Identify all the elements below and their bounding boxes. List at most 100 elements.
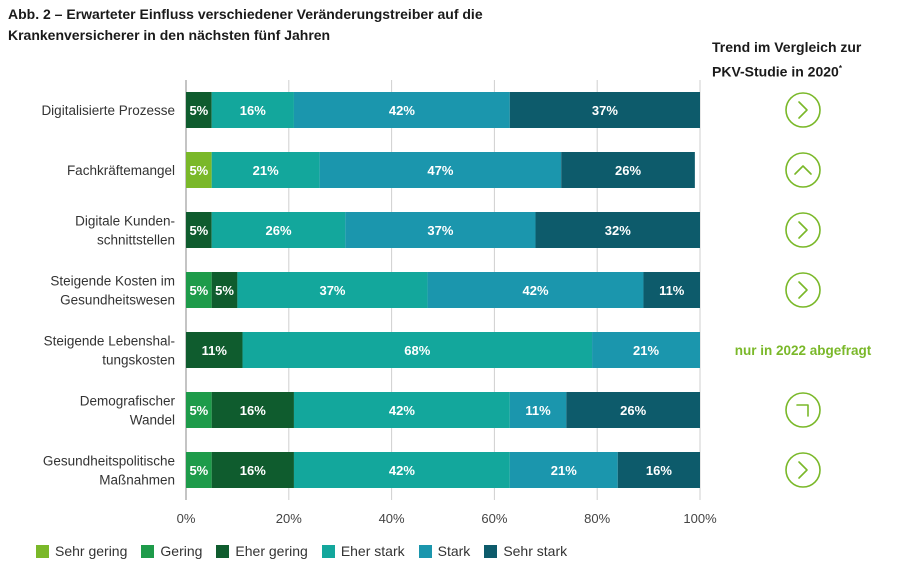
category-label-line: Fachkräftemangel — [67, 163, 175, 178]
bar-segment — [293, 392, 510, 428]
bar-segment-label: 32% — [605, 223, 631, 238]
category-label-line: Digitalisierte Prozesse — [41, 103, 175, 118]
bar-segment-label: 42% — [389, 463, 415, 478]
bar-segment-label: 5% — [189, 103, 208, 118]
legend-swatch — [418, 544, 432, 558]
bar-segment-label: 21% — [551, 463, 577, 478]
bar-segment — [643, 272, 700, 308]
bar-segment-label: 16% — [240, 103, 266, 118]
bar-segment — [186, 272, 212, 308]
bar-segment — [242, 332, 593, 368]
legend-item: Sehr gering — [36, 543, 127, 559]
category-label-line: Wandel — [130, 413, 175, 428]
category-label-line: schnittstellen — [97, 233, 175, 248]
bar-segment-label: 5% — [189, 223, 208, 238]
bar-segment-label: 5% — [189, 163, 208, 178]
bar-segment — [237, 272, 428, 308]
bar-segment — [186, 392, 212, 428]
legend-item: Stark — [418, 543, 471, 559]
bar-segment — [211, 452, 294, 488]
trend-arrow — [796, 404, 809, 417]
category-label-line: Maßnahmen — [99, 473, 175, 488]
chart-title: Abb. 2 – Erwarteter Einfluss verschieden… — [8, 4, 648, 46]
bar-segment — [186, 92, 212, 128]
chart-title-line-1: Abb. 2 – Erwarteter Einfluss verschieden… — [8, 6, 483, 22]
chart-legend: Sehr gering Gering Eher gering Eher stark St… — [36, 543, 567, 559]
bar-segment — [617, 452, 700, 488]
bar-segment-label: 16% — [240, 403, 266, 418]
trend-arrow — [798, 281, 808, 299]
bar-segment-label: 5% — [215, 283, 234, 298]
trend-circle — [785, 272, 821, 308]
legend-item: Eher stark — [321, 543, 405, 559]
bar-segment — [427, 272, 644, 308]
trend-header-footnote-mark: * — [838, 64, 842, 73]
x-tick-label: 40% — [379, 511, 405, 526]
bar-segment — [509, 92, 700, 128]
bar-segment-label: 37% — [592, 103, 618, 118]
legend-label: Eher stark — [340, 543, 405, 559]
bar-segment-label: 26% — [266, 223, 292, 238]
bar-segment-label: 37% — [319, 283, 345, 298]
trend-header: Trend im Vergleich zur PKV-Studie in 202… — [712, 37, 900, 83]
legend-swatch — [36, 544, 49, 558]
bar-segment-label: 26% — [620, 403, 646, 418]
bar-segment — [293, 452, 510, 488]
bar-segment-label: 5% — [189, 463, 208, 478]
bar-segment — [186, 452, 212, 488]
category-label-line: Digitale Kunden- — [75, 214, 175, 229]
legend-label: Sehr gering — [55, 543, 128, 559]
legend-label: Eher gering — [235, 543, 308, 559]
bar-segment — [211, 212, 346, 248]
bar-segment-label: 5% — [189, 403, 208, 418]
legend-item: Gering — [141, 543, 202, 559]
legend-swatch — [484, 544, 498, 558]
category-label-line: Steigende Lebenshal- — [44, 334, 175, 349]
category-label: Digitale Kunden-schnittstellen — [75, 214, 175, 248]
bar-segment — [293, 92, 510, 128]
category-label-line: Steigende Kosten im — [50, 274, 175, 289]
bar-segment — [509, 452, 618, 488]
bar-segment-label: 11% — [525, 403, 551, 418]
legend-swatch — [216, 544, 230, 558]
trend-circle — [785, 92, 821, 128]
category-label-line: Gesundheitswesen — [60, 293, 175, 308]
bar-segment-label: 21% — [253, 163, 279, 178]
bar-segment-label: 37% — [427, 223, 453, 238]
trend-arrow — [798, 101, 808, 119]
legend-label: Stark — [437, 543, 471, 559]
bar-segment — [186, 212, 212, 248]
legend-label: Gering — [160, 543, 203, 559]
bar-segment-label: 47% — [427, 163, 453, 178]
trend-header-line-1: Trend im Vergleich zur — [712, 39, 862, 55]
bar-segment — [566, 392, 700, 428]
bar-segment — [211, 272, 238, 308]
trend-header-line-2-text: PKV-Studie in 2020 — [712, 63, 839, 80]
bar-segment-label: 5% — [189, 283, 208, 298]
trend-note: nur in 2022 abgefragt — [735, 343, 872, 358]
bar-segment — [592, 332, 700, 368]
bar-segment — [561, 152, 695, 188]
bar-segment-label: 42% — [389, 103, 415, 118]
x-tick-label: 20% — [276, 511, 302, 526]
bar-segment-label: 21% — [633, 343, 659, 358]
category-label-line: Demografischer — [80, 394, 176, 409]
bar-segment — [186, 152, 212, 188]
bar-segment — [211, 92, 294, 128]
trend-circle — [785, 212, 821, 248]
trend-arrow — [798, 461, 808, 479]
bar-segment-label: 16% — [646, 463, 672, 478]
bar-segment-label: 11% — [202, 343, 228, 358]
category-label: Demografischer Wandel — [80, 394, 176, 428]
category-label-line: Gesundheitspolitische — [43, 454, 175, 469]
x-tick-label: 60% — [481, 511, 507, 526]
bar-segment — [211, 392, 294, 428]
category-label: Digitalisierte Prozesse — [41, 103, 175, 118]
x-tick-label: 100% — [683, 511, 717, 526]
chevron-right-icon — [785, 272, 821, 308]
legend-swatch — [141, 544, 155, 558]
trend-arrow — [794, 165, 812, 175]
bar-segment-label: 42% — [523, 283, 549, 298]
bar-segment — [319, 152, 562, 188]
bar-segment-label: 26% — [615, 163, 641, 178]
